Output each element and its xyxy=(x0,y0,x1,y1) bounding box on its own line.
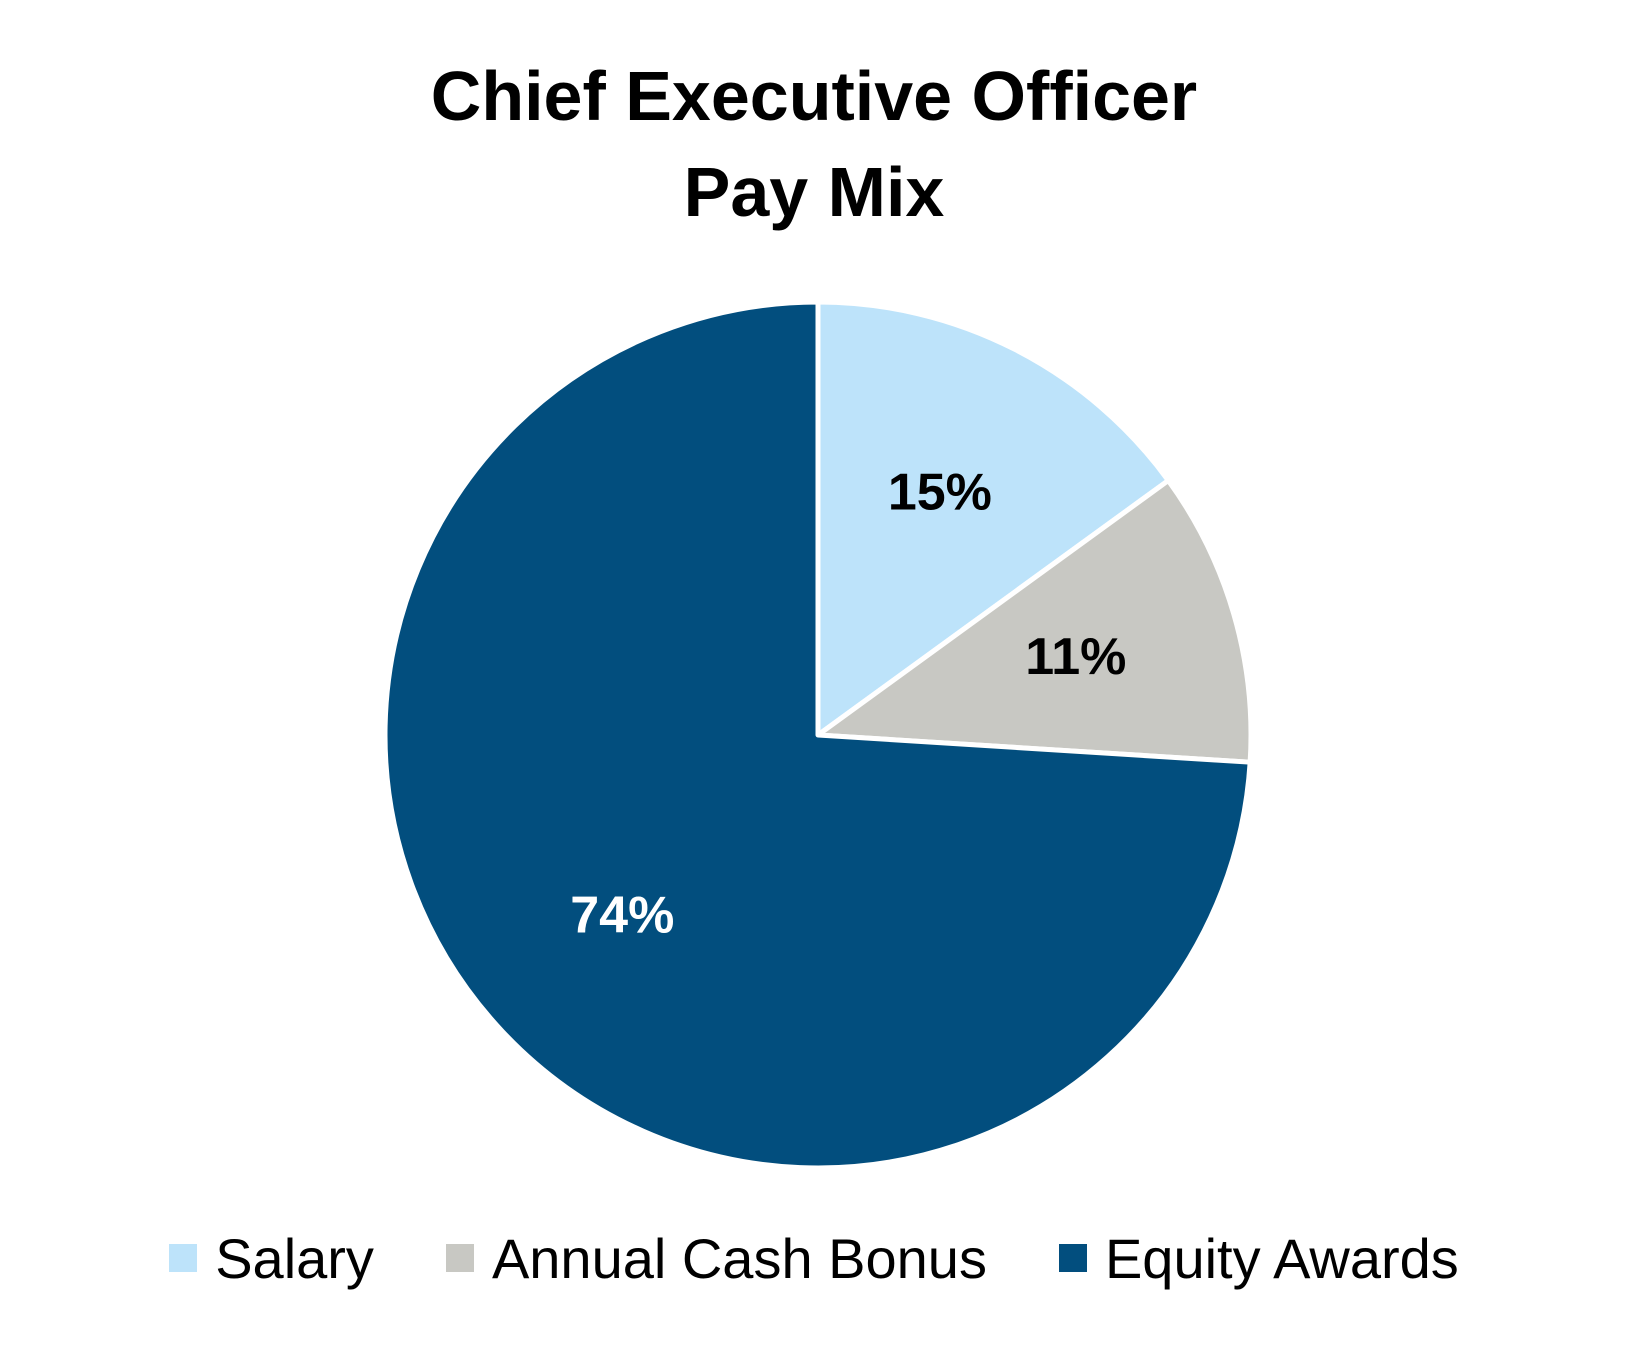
chart-title-line-1: Chief Executive Officer xyxy=(430,57,1198,135)
pie-slice-labels: 15% 11% 74% xyxy=(570,464,1126,945)
data-label-salary: 15% xyxy=(888,464,992,522)
chart-title-line-2: Pay Mix xyxy=(683,153,945,231)
legend-label-equity-awards: Equity Awards xyxy=(1104,1226,1459,1290)
pie-slice-annual-cash-bonus xyxy=(815,477,1254,765)
chart-title: Chief Executive Officer Pay Mix xyxy=(0,48,1628,240)
data-label-annual-cash-bonus: 11% xyxy=(1025,628,1126,686)
legend-swatch-annual-cash-bonus xyxy=(445,1244,474,1272)
legend-swatch-salary xyxy=(169,1244,198,1272)
data-label-equity-awards: 74% xyxy=(570,887,674,945)
legend-swatch-equity-awards xyxy=(1058,1244,1087,1272)
legend: Salary Annual Cash Bonus Equity Awards xyxy=(0,1218,1628,1298)
pie-slice-equity-awards xyxy=(382,299,1253,1171)
legend-item-salary: Salary xyxy=(169,1226,374,1291)
legend-label-salary: Salary xyxy=(215,1226,374,1290)
pie-slices xyxy=(382,299,1254,1171)
legend-item-equity-awards: Equity Awards xyxy=(1058,1226,1459,1291)
legend-item-annual-cash-bonus: Annual Cash Bonus xyxy=(445,1226,987,1291)
pie-slice-salary xyxy=(815,299,1171,738)
legend-label-annual-cash-bonus: Annual Cash Bonus xyxy=(491,1226,987,1290)
